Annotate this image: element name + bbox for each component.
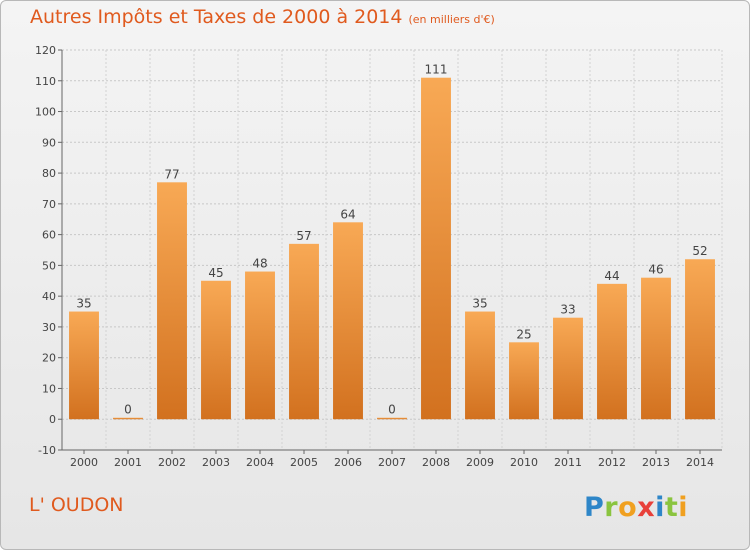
- bar: [113, 417, 143, 420]
- data-label: 52: [692, 244, 707, 258]
- data-label: 0: [124, 403, 132, 417]
- data-label: 44: [604, 269, 619, 283]
- y-tick-label: 110: [35, 75, 56, 88]
- y-tick-label: 70: [42, 198, 56, 211]
- bar: [289, 243, 319, 420]
- data-label: 33: [560, 303, 575, 317]
- y-tick-label: 30: [42, 321, 56, 334]
- data-label: 64: [340, 207, 355, 221]
- data-label: 48: [252, 257, 267, 271]
- x-tick-label: 2006: [334, 456, 362, 469]
- y-tick-label: 20: [42, 352, 56, 365]
- data-label: 35: [472, 297, 487, 311]
- y-tick-label: 10: [42, 382, 56, 395]
- y-tick-label: 40: [42, 290, 56, 303]
- bar: [641, 277, 671, 420]
- y-tick-label: 0: [49, 413, 56, 426]
- y-tick-label: -10: [38, 444, 56, 457]
- bar: [377, 417, 407, 420]
- y-tick-label: 60: [42, 229, 56, 242]
- title-unit: (en milliers d'€): [408, 13, 495, 26]
- data-label: 35: [76, 297, 91, 311]
- x-tick-label: 2002: [158, 456, 186, 469]
- x-tick-label: 2000: [70, 456, 98, 469]
- bar: [553, 317, 583, 420]
- bar: [509, 342, 539, 420]
- commune-name: L' OUDON: [29, 494, 124, 516]
- data-label: 0: [388, 403, 396, 417]
- x-tick-label: 2001: [114, 456, 142, 469]
- y-tick-label: 100: [35, 106, 56, 119]
- title-text: Autres Impôts et Taxes de 2000 à 2014: [30, 6, 403, 28]
- data-label: 25: [516, 327, 531, 341]
- bar: [421, 77, 451, 420]
- data-labels: 35 0 77 45 48 57 64 0 111 35 25 33 44 46 52: [76, 63, 707, 417]
- bar: [201, 280, 231, 420]
- x-tick-label: 2008: [422, 456, 450, 469]
- bar: [465, 311, 495, 420]
- x-tick-label: 2007: [378, 456, 406, 469]
- y-tick-label: 90: [42, 136, 56, 149]
- bar: [333, 222, 363, 420]
- y-tick-label: 120: [35, 44, 56, 57]
- x-tick-label: 2003: [202, 456, 230, 469]
- bar: [685, 259, 715, 420]
- x-tick-label: 2004: [246, 456, 274, 469]
- bar: [157, 182, 187, 420]
- svg-text:Proxiti: Proxiti: [584, 492, 688, 523]
- proxiti-logo: Proxiti: [584, 492, 688, 523]
- data-label: 77: [164, 167, 179, 181]
- y-tick-label: 80: [42, 167, 56, 180]
- y-tick-label: 50: [42, 259, 56, 272]
- chart-title: Autres Impôts et Taxes de 2000 à 2014 (en…: [30, 6, 495, 28]
- x-tick-label: 2013: [642, 456, 670, 469]
- axes: [58, 49, 722, 454]
- x-tick-label: 2005: [290, 456, 318, 469]
- bars: [69, 77, 715, 420]
- data-label: 46: [648, 263, 663, 277]
- x-tick-label: 2012: [598, 456, 626, 469]
- data-label: 111: [425, 63, 448, 77]
- bar: [69, 311, 99, 420]
- x-tick-label: 2011: [554, 456, 582, 469]
- bar: [597, 283, 627, 420]
- data-label: 57: [296, 229, 311, 243]
- bar: [245, 271, 275, 420]
- x-tick-label: 2014: [686, 456, 714, 469]
- x-tick-label: 2010: [510, 456, 538, 469]
- tick-labels: -10 0 10 20 30 40 50 60 70 80 90 100 110 120 2000 2001 2…: [35, 44, 714, 469]
- data-label: 45: [208, 266, 223, 280]
- x-tick-label: 2009: [466, 456, 494, 469]
